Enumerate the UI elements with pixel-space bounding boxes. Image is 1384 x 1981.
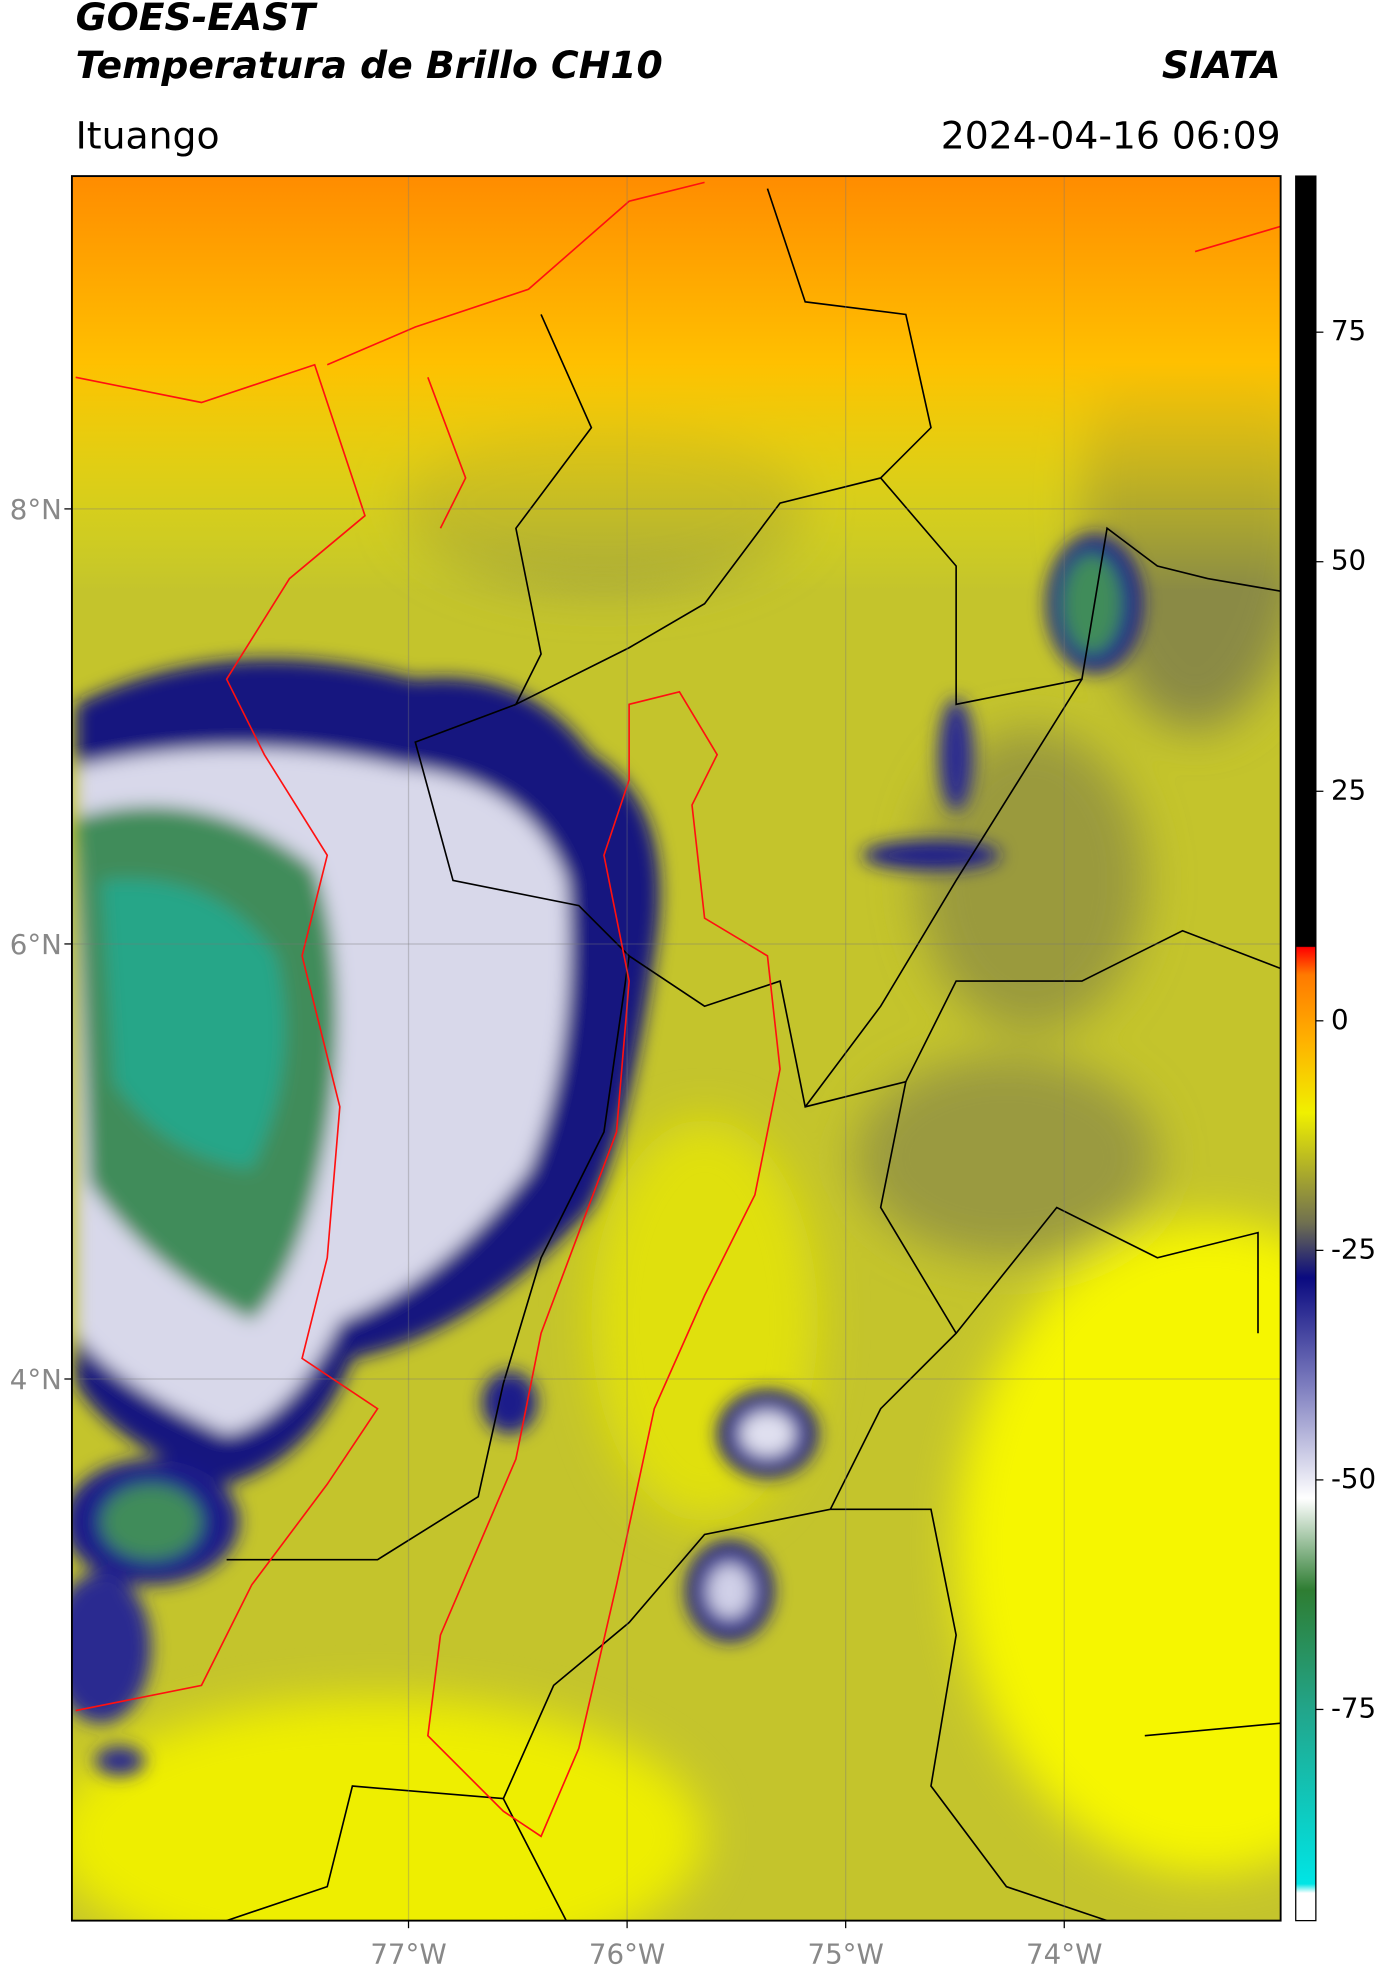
- location: Ituango: [76, 113, 220, 157]
- colorbar-tick-label: 50: [1331, 544, 1366, 577]
- x-tick-label: 76°W: [589, 1937, 665, 1970]
- colorbar-tick-label: -75: [1331, 1691, 1376, 1724]
- colorbar-tick-label: 0: [1331, 1003, 1349, 1036]
- colorbar-tick-label: 25: [1331, 773, 1366, 806]
- x-tick-label: 77°W: [370, 1937, 446, 1970]
- colorbar: [1295, 175, 1317, 1922]
- x-tick-label: 75°W: [807, 1937, 883, 1970]
- y-tick-label: 8°N: [10, 493, 62, 526]
- map-frame: [70, 175, 1282, 1922]
- title: GOES-EAST: [76, 0, 319, 39]
- brand: SIATA: [1162, 43, 1281, 87]
- colorbar-tick-label: 75: [1331, 314, 1366, 347]
- map-image: [71, 176, 1281, 1921]
- datetime: 2024-04-16 06:09: [941, 113, 1281, 157]
- y-tick-label: 4°N: [10, 1363, 62, 1396]
- x-tick-label: 74°W: [1026, 1937, 1102, 1970]
- subtitle: Temperatura de Brillo CH10: [76, 43, 663, 87]
- y-tick-label: 6°N: [10, 928, 62, 961]
- colorbar-tick-label: -50: [1331, 1462, 1376, 1495]
- colorbar-tick-label: -25: [1331, 1232, 1376, 1265]
